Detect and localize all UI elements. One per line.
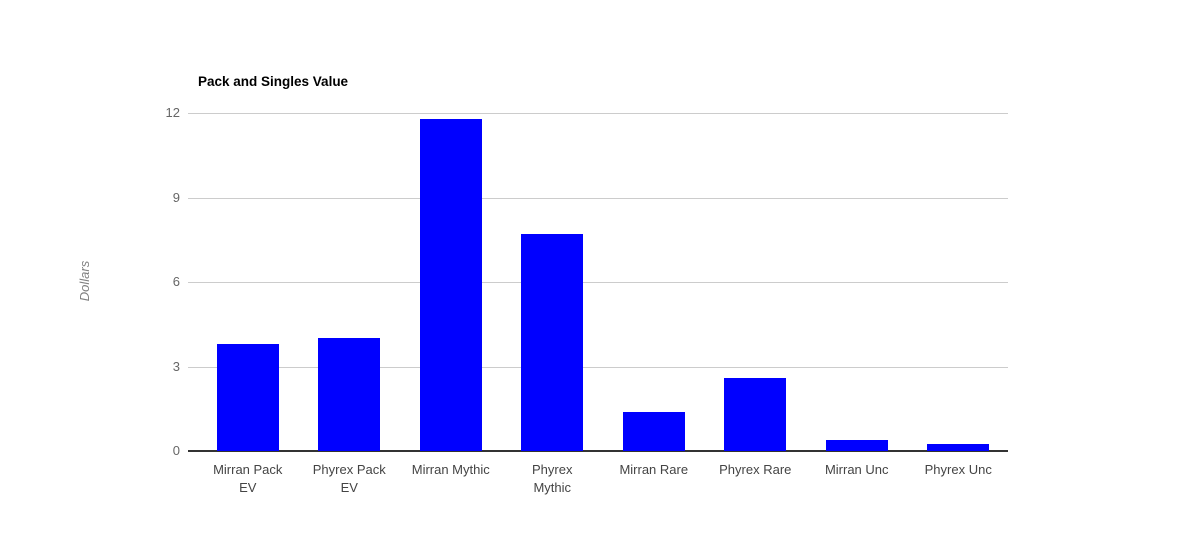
bar-mirran-unc [825, 439, 888, 451]
x-axis-label-line: EV [340, 480, 358, 495]
x-axis-label-line: Phyrex Pack [312, 462, 386, 477]
x-axis-baseline [188, 450, 1008, 452]
bars-container [197, 113, 1009, 451]
x-axis-label-line: Phyrex Unc [924, 462, 992, 477]
y-tick-label-9: 9 [172, 189, 180, 205]
x-axis-label-mirran-unc: Mirran Unc [806, 461, 908, 497]
x-axis-label-line: Phyrex [532, 462, 573, 477]
x-axis-label-line: Mythic [533, 480, 572, 495]
gridline-12 [188, 113, 1008, 114]
bar-phyrex-mythic [521, 234, 584, 451]
bar-mirran-mythic [419, 118, 482, 451]
y-tick-label-0: 0 [172, 443, 180, 458]
bar-mirran-pack-ev [216, 343, 279, 451]
x-axis-label-phyrex-pack-ev: Phyrex Pack EV [299, 461, 401, 497]
plot-area [188, 113, 1009, 452]
gridline-6 [188, 282, 1008, 283]
x-axis-label-line: Mirran Pack [213, 462, 283, 477]
x-axis-label-mirran-pack-ev: Mirran Pack EV [197, 461, 299, 497]
gridline-3 [188, 366, 1008, 368]
y-axis-title: Dollars [77, 260, 92, 302]
x-axis-labels: Mirran Pack EV Phyrex Pack EV Mirran Mythic P… [197, 461, 1009, 497]
y-tick-label-6: 6 [172, 274, 180, 289]
y-tick-label-3: 3 [172, 358, 180, 374]
x-axis-label-line: Mirran Unc [824, 462, 889, 477]
x-axis-label-phyrex-rare: Phyrex Rare [705, 461, 807, 497]
x-axis-label-line: Phyrex Rare [719, 462, 792, 477]
x-axis-label-phyrex-unc: Phyrex Unc [908, 461, 1010, 497]
bar-phyrex-unc [927, 443, 990, 451]
x-axis-label-mirran-mythic: Mirran Mythic [400, 461, 502, 497]
y-tick-label-12: 12 [165, 105, 180, 120]
bar-phyrex-pack-ev [318, 338, 381, 451]
x-axis-label-line: Mirran Mythic [411, 462, 490, 477]
bar-phyrex-rare [724, 377, 787, 451]
x-axis-label-line: EV [239, 480, 257, 495]
gridline-9 [188, 197, 1008, 199]
x-axis-label-phyrex-mythic: Phyrex Mythic [502, 461, 604, 497]
chart-title: Pack and Singles Value [198, 74, 349, 89]
bar-mirran-rare [622, 411, 685, 451]
x-axis-label-mirran-rare: Mirran Rare [603, 461, 705, 497]
x-axis-label-line: Mirran Rare [619, 462, 689, 477]
